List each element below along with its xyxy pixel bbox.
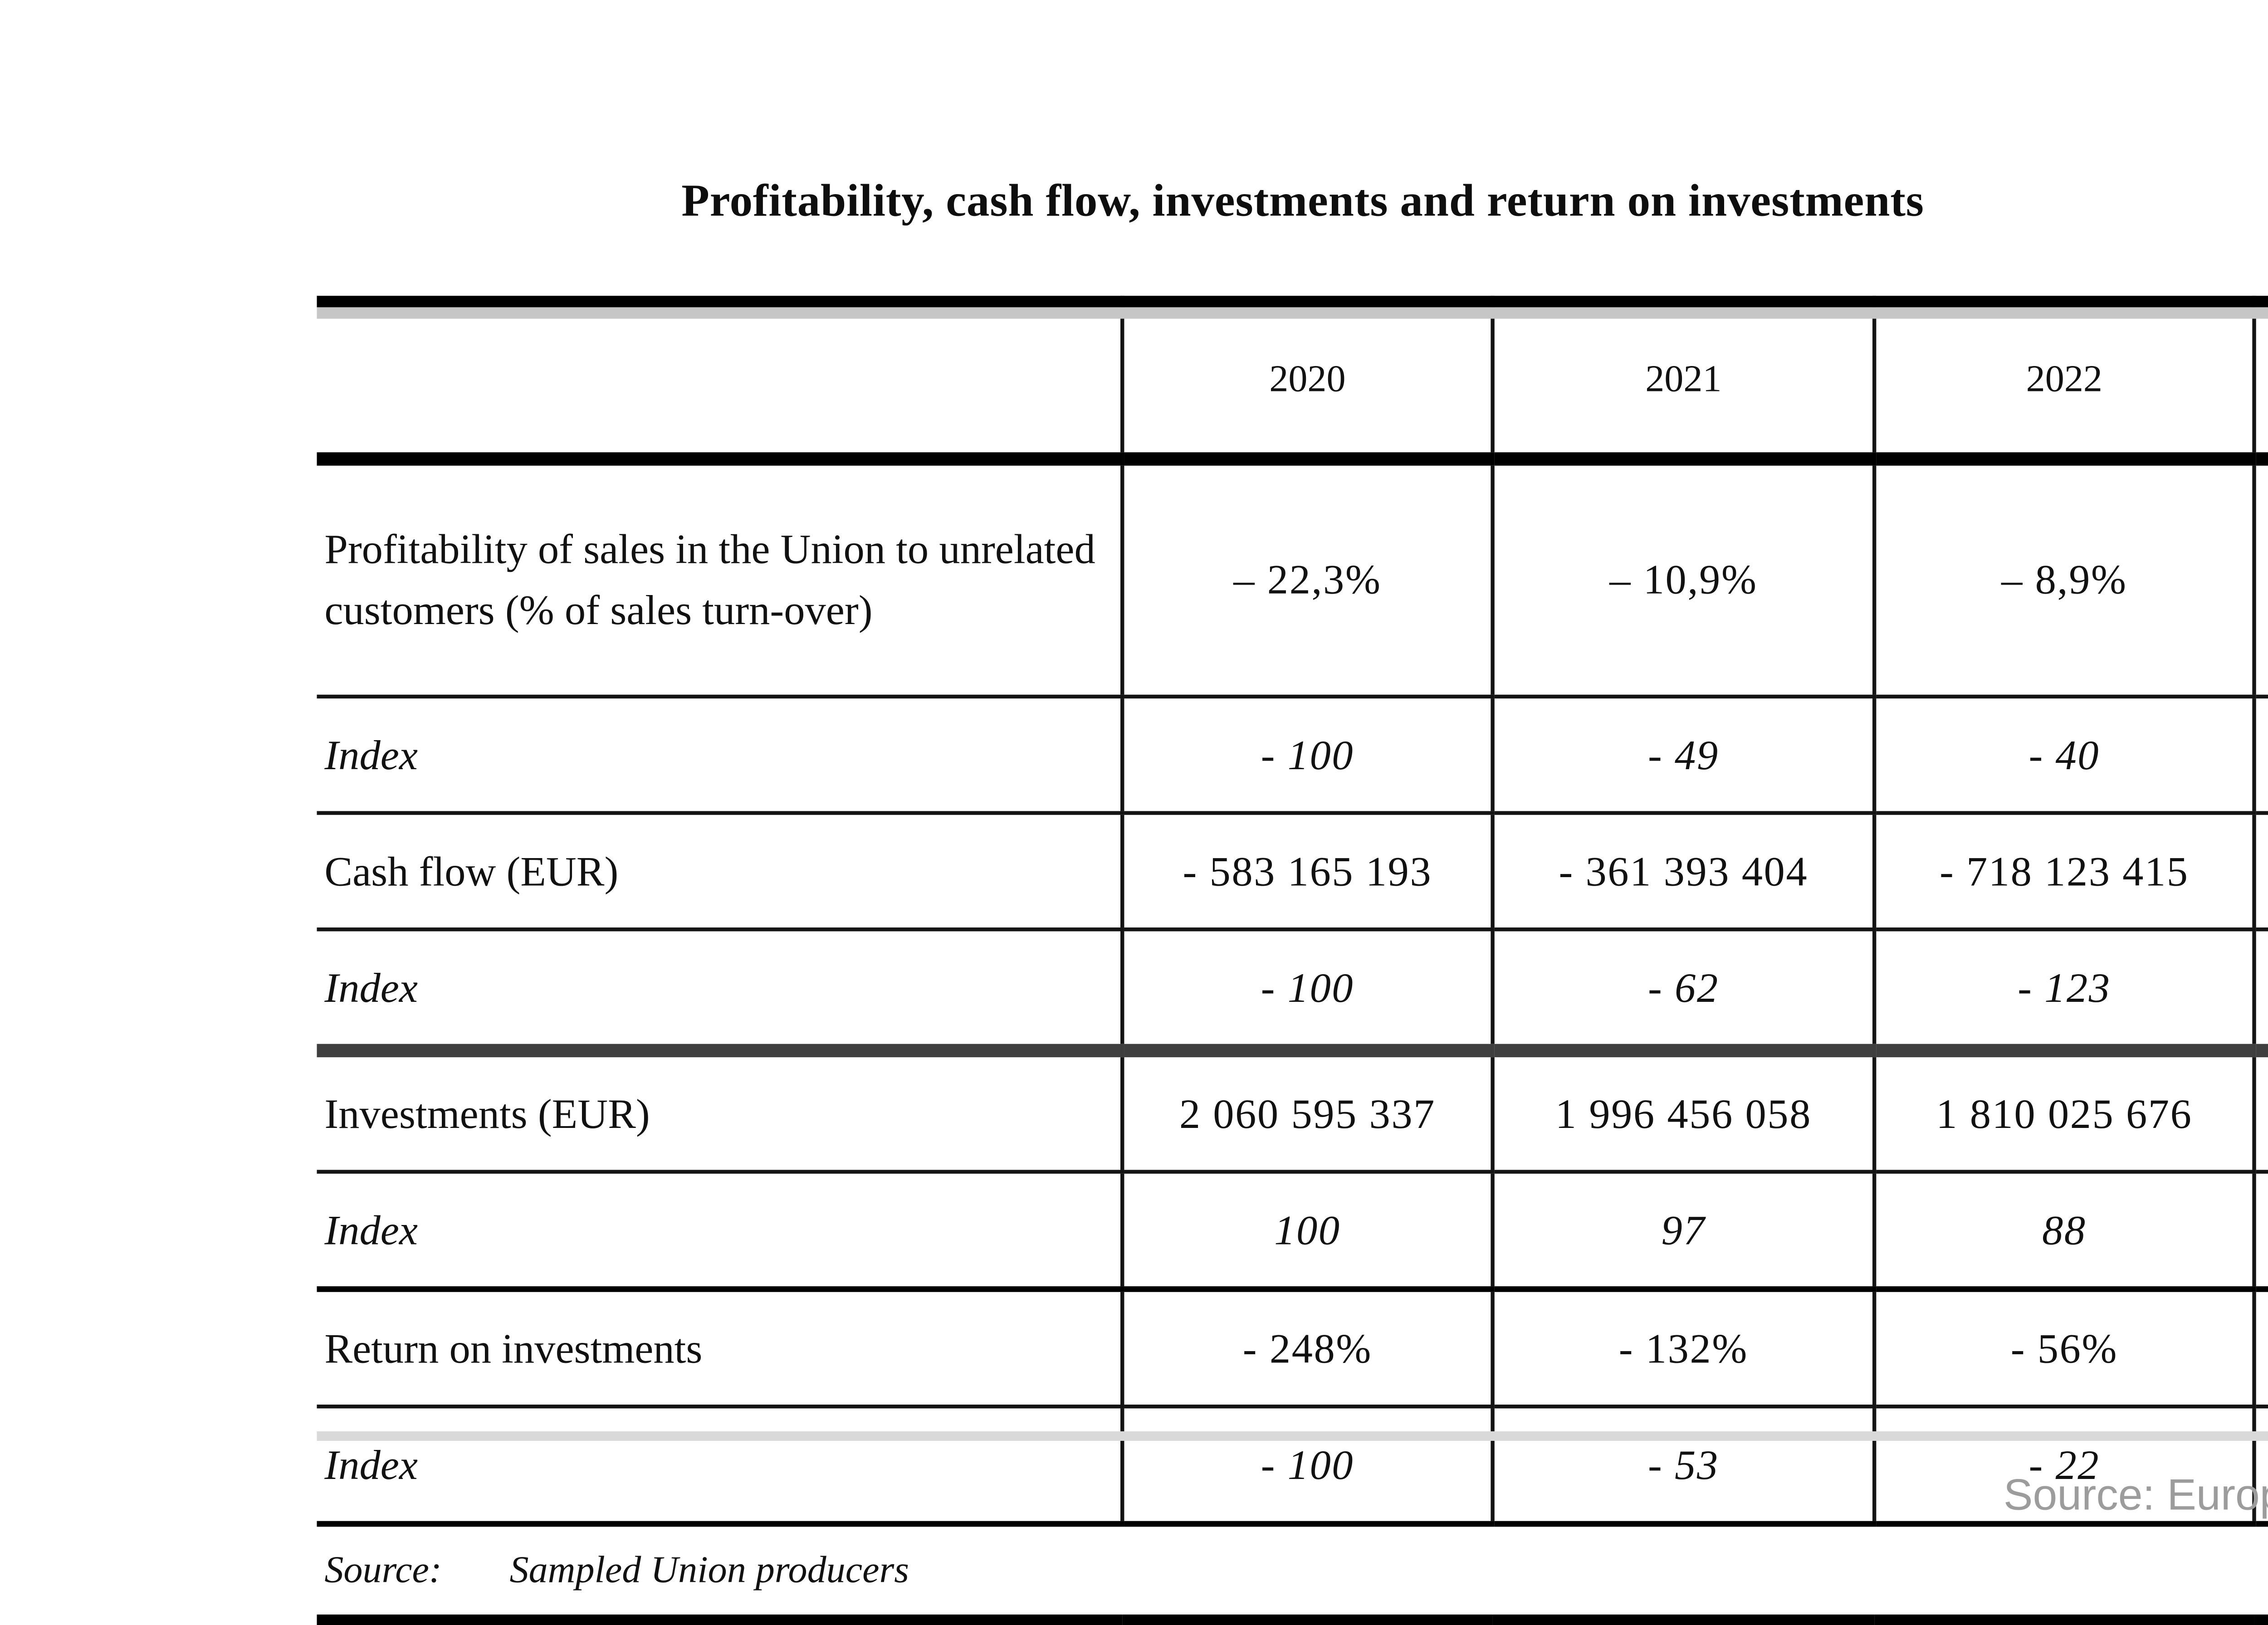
row-label-profitability: Profitability of sales in the Union to u… [317, 459, 1123, 699]
table-row-index-cash-flow: Index - 100 - 62 - 123 - 143 [317, 929, 2268, 1058]
value-cell: - 49 [1491, 696, 1875, 815]
table-row-index-investments: Index 100 97 88 100 [317, 1171, 2268, 1292]
row-label-investments: Investments (EUR) [317, 1050, 1123, 1174]
value-cell: - 123 [1872, 929, 2254, 1058]
value-cell: - 62 [1491, 929, 1875, 1058]
value-cell: - 718 123 415 [1872, 813, 2254, 932]
value-cell: - 132% [1491, 1289, 1875, 1409]
table-source-row: Source: Sampled Union producers [317, 1524, 2268, 1620]
table-row-cash-flow: Cash flow (EUR) - 583 165 193 - 361 393 … [317, 813, 2268, 932]
row-label-index-investments: Index [317, 1171, 1123, 1292]
table-row-return-on-investments: Return on investments - 248% - 132% - 56… [317, 1289, 2268, 1409]
value-cell: - 583 165 193 [1120, 813, 1493, 932]
value-cell: - 29 [2252, 1406, 2268, 1527]
column-header-empty [317, 301, 1123, 466]
column-header-2022: 2022 [1872, 301, 2254, 466]
table-row-profitability: Profitability of sales in the Union to u… [317, 459, 2268, 699]
value-cell: – 10,8% [2252, 459, 2268, 699]
value-cell: - 100 [1120, 929, 1493, 1058]
table-bottom-gray-rule [317, 1431, 2268, 1441]
header-row: 2020 2021 2022 Investigation period [317, 301, 2268, 466]
table-row-investments: Investments (EUR) 2 060 595 337 1 996 45… [317, 1050, 2268, 1174]
value-cell: 88 [1872, 1171, 2254, 1292]
row-label-index-profitability: Index [317, 696, 1123, 815]
value-cell: - 100 [1120, 696, 1493, 815]
column-header-2020: 2020 [1120, 301, 1493, 466]
value-cell: 100 [1120, 1171, 1493, 1292]
value-cell: 2 058 540 935 [2252, 1050, 2268, 1174]
value-cell: - 22 [1872, 1406, 2254, 1527]
value-cell: – 8,9% [1872, 459, 2254, 699]
value-cell: - 100 [1120, 1406, 1493, 1527]
row-label-index-return: Index [317, 1406, 1123, 1527]
table-source-label: Source: [324, 1548, 442, 1591]
value-cell: 97 [1491, 1171, 1875, 1292]
value-cell: - 53 [1491, 1406, 1875, 1527]
row-label-cash-flow: Cash flow (EUR) [317, 813, 1123, 932]
row-label-return-on-investments: Return on investments [317, 1289, 1123, 1409]
financial-indicators-table: 2020 2021 2022 Investigation period Prof… [317, 296, 2268, 1625]
column-header-2021: 2021 [1491, 301, 1875, 466]
column-header-investigation-period: Investigation period [2252, 301, 2268, 466]
value-cell: - 48 [2252, 696, 2268, 815]
value-cell: – 10,9% [1491, 459, 1875, 699]
value-cell: – 22,3% [1120, 459, 1493, 699]
table-row-index-profitability: Index - 100 - 49 - 40 - 48 [317, 696, 2268, 815]
value-cell: 1 810 025 676 [1872, 1050, 2254, 1174]
table-source-cell: Source: Sampled Union producers [317, 1524, 2268, 1620]
value-cell: 1 996 456 058 [1491, 1050, 1875, 1174]
value-cell: - 143 [2252, 929, 2268, 1058]
value-cell: - 72% [2252, 1289, 2268, 1409]
value-cell: - 40 [1872, 696, 2254, 815]
table-row-index-return: Index - 100 - 53 - 22 - 29 [317, 1406, 2268, 1527]
value-cell: - 56% [1872, 1289, 2254, 1409]
row-label-index-cash-flow: Index [317, 929, 1123, 1058]
table-title: Profitability, cash flow, investments an… [681, 177, 1924, 227]
attribution-source-text: Source: European Commission [2003, 1469, 2268, 1519]
table-source-text: Sampled Union producers [509, 1548, 909, 1591]
value-cell: 2 060 595 337 [1120, 1050, 1493, 1174]
value-cell: - 361 393 404 [1491, 813, 1875, 932]
value-cell: - 248% [1120, 1289, 1493, 1409]
value-cell: - 835 344 631 [2252, 813, 2268, 932]
value-cell: 100 [2252, 1171, 2268, 1292]
table-top-shadow-rule [317, 307, 2268, 319]
